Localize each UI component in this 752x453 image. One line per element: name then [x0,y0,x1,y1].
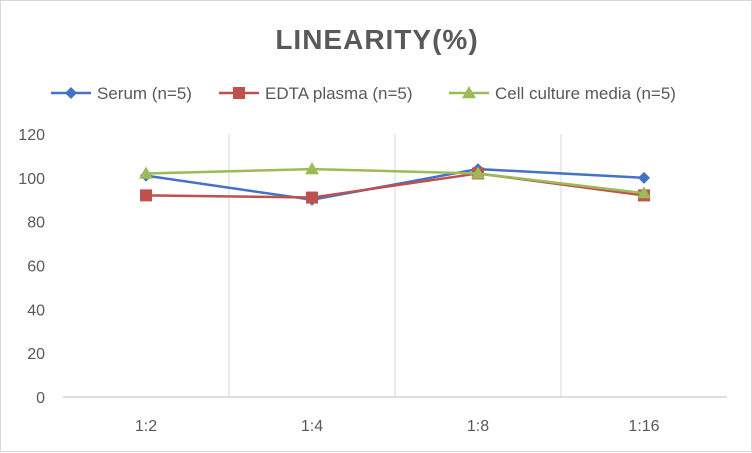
data-point [305,162,319,175]
axes: 0 20 40 60 80 100 120 1:2 1:4 1:8 1:16 [18,127,727,435]
data-point [637,186,651,199]
legend-marker [65,87,77,99]
y-tick-label: 0 [36,390,45,407]
y-tick-label: 60 [27,259,45,276]
data-point [638,171,650,184]
data-point [139,166,153,179]
x-tick-label: 1:8 [467,418,489,435]
legend-marker [233,87,245,99]
legend-marker [462,86,476,99]
legend-item-3: Cell culture media (n=5) [449,84,676,103]
legend-label: Cell culture media (n=5) [495,84,676,103]
chart-title: LINEARITY(%) [275,24,478,55]
y-tick-label: 20 [27,346,45,363]
x-tick-label: 1:4 [301,418,323,435]
legend-label: EDTA plasma (n=5) [265,84,413,103]
series-3 [139,162,651,199]
data-point [140,189,152,202]
plot-area [139,162,651,206]
legend-item-2: EDTA plasma (n=5) [219,84,413,103]
series-line [145,167,645,195]
x-tick-label: 1:16 [628,418,659,435]
legend-label: Serum (n=5) [97,84,192,103]
grid [228,134,562,397]
x-tick-label: 1:2 [135,418,157,435]
data-point [306,191,318,204]
y-tick-label: 100 [18,171,45,188]
y-tick-label: 40 [27,302,45,319]
data-point [471,166,485,179]
legend-item-1: Serum (n=5) [51,84,192,103]
y-tick-label: 80 [27,215,45,232]
y-tick-label: 120 [18,127,45,144]
legend: Serum (n=5) EDTA plasma (n=5) Cell culture… [51,84,676,103]
